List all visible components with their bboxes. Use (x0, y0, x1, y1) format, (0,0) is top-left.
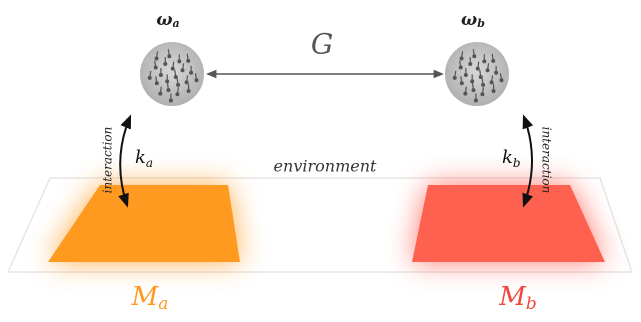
spin-dot (471, 80, 474, 83)
spin-dot (483, 60, 486, 63)
spin-dot (176, 93, 179, 96)
spin-dot (166, 80, 169, 83)
spin-dot (190, 71, 193, 74)
spin-dot (155, 82, 158, 85)
spin-dot (170, 99, 173, 102)
spin-dot (476, 67, 479, 70)
spin-dot (459, 66, 462, 69)
medium-b-label: Mb (498, 282, 537, 314)
spin-dot (155, 57, 158, 60)
spin-dot (164, 63, 167, 66)
spin-dot (492, 90, 495, 93)
spin-dot (453, 77, 456, 80)
spin-dot (475, 99, 478, 102)
spin-dot (464, 92, 467, 95)
spin-dot (159, 92, 162, 95)
spin-dot (178, 60, 181, 63)
spin-dot (195, 79, 198, 82)
interaction-label: interaction (101, 127, 115, 194)
medium-b (412, 185, 605, 262)
spin-dot (482, 84, 485, 87)
rate-a: ka (135, 147, 153, 170)
coupling-label: G (311, 28, 333, 61)
node-a-label: ωa (156, 10, 179, 31)
spin-dot (486, 69, 489, 72)
spin-dot (159, 74, 162, 77)
oscillator-b (445, 42, 509, 106)
spin-dot (177, 84, 180, 87)
spin-dot (492, 59, 495, 62)
spin-dot (167, 89, 170, 92)
spin-dot (490, 81, 493, 84)
spin-dot (500, 79, 503, 82)
spin-dot (187, 59, 190, 62)
spin-dot (473, 55, 476, 58)
spin-dot (469, 63, 472, 66)
spin-dot (185, 81, 188, 84)
medium-a-label: Ma (131, 282, 169, 314)
interaction-label: interaction (540, 127, 554, 194)
spin-dot (464, 74, 467, 77)
environment-label: environment (274, 157, 377, 176)
medium-a (48, 185, 240, 262)
spin-dot (148, 77, 151, 80)
spin-dot (460, 82, 463, 85)
diagram: environment Ma Mb ωa ωb G interaction ka… (0, 0, 641, 322)
spin-dot (460, 57, 463, 60)
spin-dot (168, 55, 171, 58)
spin-dot (472, 89, 475, 92)
spin-dot (171, 67, 174, 70)
oscillator-a (140, 42, 204, 106)
spin-dot (495, 71, 498, 74)
spin-dot (154, 66, 157, 69)
spin-dot (481, 93, 484, 96)
node-b-label: ωb (461, 10, 485, 31)
spin-dot (187, 90, 190, 93)
rate-b: kb (502, 147, 521, 170)
spin-dot (181, 69, 184, 72)
